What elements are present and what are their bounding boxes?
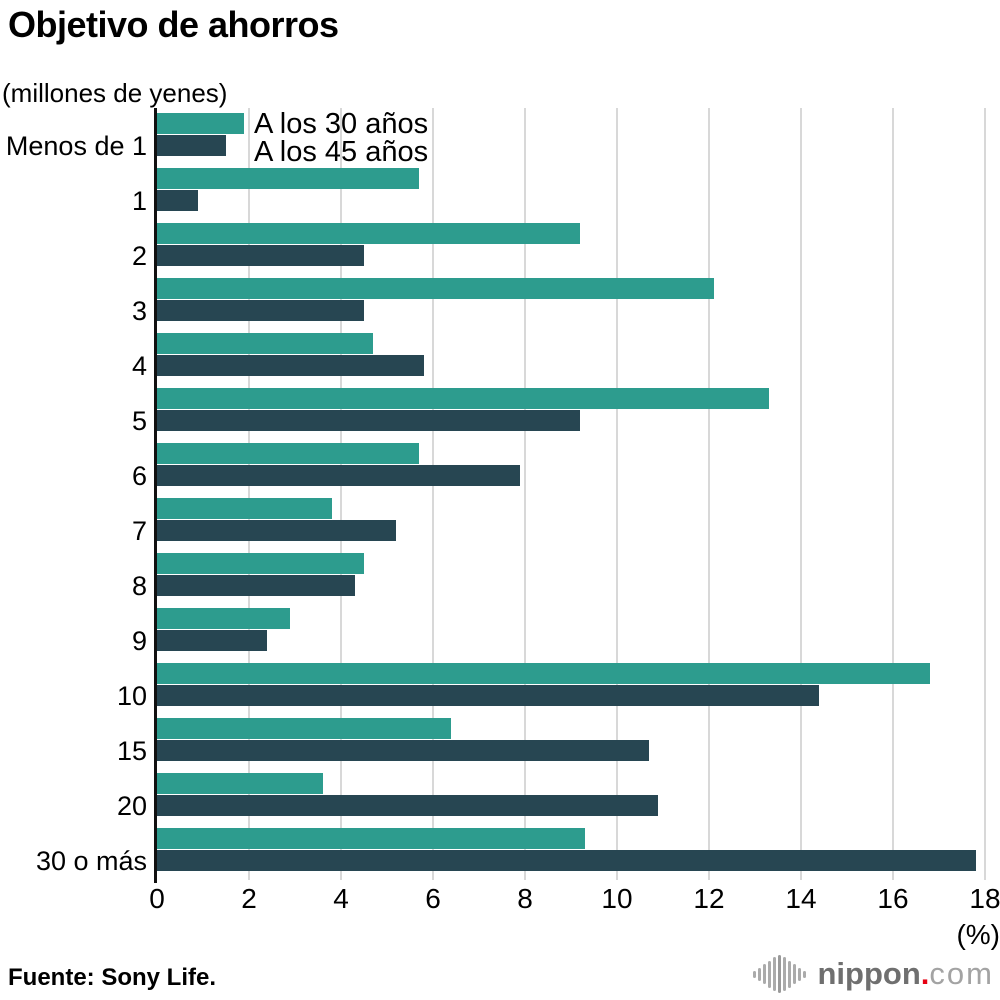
logo-red-dot: .	[920, 956, 930, 991]
category-label-1: 1	[131, 186, 147, 216]
category-label-30 o más: 30 o más	[35, 846, 147, 876]
bar-series0-2	[157, 223, 580, 244]
x-tick-label-18: 18	[969, 883, 1000, 914]
bar-series0-10	[157, 663, 930, 684]
bar-series1-Menos de 1	[157, 135, 226, 156]
category-label-10: 10	[116, 681, 147, 711]
gridline-16	[892, 108, 894, 880]
bar-series1-30 o más	[157, 850, 976, 871]
bar-series1-8	[157, 575, 355, 596]
gridline-8	[524, 108, 526, 880]
bar-series0-Menos de 1	[157, 113, 244, 134]
x-tick-label-6: 6	[425, 883, 441, 914]
nippon-logo: nippon . com	[752, 952, 995, 996]
logo-text-com: com	[929, 956, 994, 991]
unit-note: (millones de yenes)	[2, 78, 228, 108]
bar-series1-6	[157, 465, 520, 486]
gridline-2	[248, 108, 250, 880]
gridline-4	[340, 108, 342, 880]
category-label-3: 3	[131, 296, 147, 326]
category-label-9: 9	[131, 626, 147, 656]
bar-series0-4	[157, 333, 373, 354]
gridline-14	[800, 108, 802, 880]
chart-title: Objetivo de ahorros	[8, 4, 339, 45]
category-label-4: 4	[131, 351, 147, 381]
x-tick-label-8: 8	[517, 883, 533, 914]
bar-series0-15	[157, 718, 451, 739]
category-label-6: 6	[131, 461, 147, 491]
bar-series1-9	[157, 630, 267, 651]
bar-series0-20	[157, 773, 323, 794]
bar-series0-1	[157, 168, 419, 189]
category-label-15: 15	[116, 736, 147, 766]
bar-series1-15	[157, 740, 649, 761]
category-label-20: 20	[116, 791, 147, 821]
bar-series1-10	[157, 685, 819, 706]
bar-series0-8	[157, 553, 364, 574]
category-label-8: 8	[131, 571, 147, 601]
bar-series1-2	[157, 245, 364, 266]
x-tick-label-14: 14	[785, 883, 817, 914]
x-tick-label-4: 4	[333, 883, 349, 914]
bar-series1-20	[157, 795, 658, 816]
bar-series1-1	[157, 190, 198, 211]
gridline-18	[984, 108, 986, 880]
bar-series0-9	[157, 608, 290, 629]
logo-text-nippon: nippon	[817, 956, 921, 991]
gridline-12	[708, 108, 710, 880]
bar-series0-30 o más	[157, 828, 585, 849]
y-axis-spine	[154, 108, 157, 883]
bar-series0-6	[157, 443, 419, 464]
category-label-5: 5	[131, 406, 147, 436]
x-tick-label-0: 0	[149, 883, 165, 914]
bar-series1-4	[157, 355, 424, 376]
bar-series0-3	[157, 278, 714, 299]
source-note: Fuente: Sony Life.	[8, 964, 217, 991]
category-label-2: 2	[131, 241, 147, 271]
bar-series1-3	[157, 300, 364, 321]
x-tick-label-10: 10	[601, 883, 633, 914]
x-tick-label-16: 16	[877, 883, 909, 914]
gridline-6	[432, 108, 434, 880]
gridline-10	[616, 108, 618, 880]
soundwave-icon	[752, 955, 808, 993]
x-axis-unit-label: (%)	[956, 919, 1000, 950]
category-label-Menos de 1: Menos de 1	[5, 131, 147, 161]
category-label-7: 7	[131, 516, 147, 546]
x-tick-label-2: 2	[241, 883, 257, 914]
bar-series0-7	[157, 498, 332, 519]
bar-series1-7	[157, 520, 396, 541]
bar-series0-5	[157, 388, 769, 409]
x-tick-label-12: 12	[693, 883, 725, 914]
bar-series1-5	[157, 410, 580, 431]
